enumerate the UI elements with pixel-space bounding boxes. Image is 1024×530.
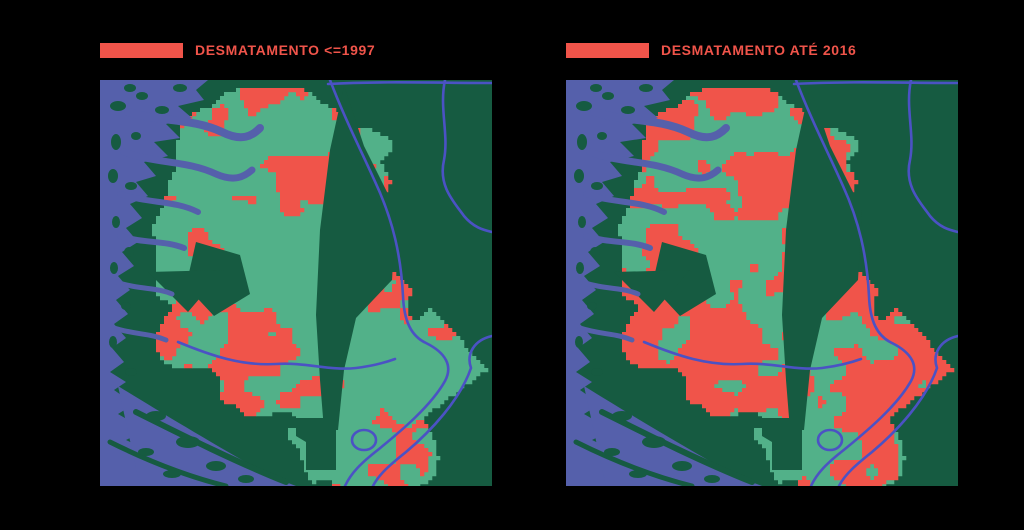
legend-1997: DESMATAMENTO <=1997: [100, 42, 500, 58]
panel-2016: DESMATAMENTO ATÉ 2016: [566, 42, 966, 486]
map-desmatamento-2016: [566, 80, 958, 486]
map-desmatamento-1997: [100, 80, 492, 486]
legend-label-2016: DESMATAMENTO ATÉ 2016: [661, 42, 857, 58]
legend-swatch-red-icon: [100, 42, 183, 58]
legend-2016: DESMATAMENTO ATÉ 2016: [566, 42, 966, 58]
panel-1997: DESMATAMENTO <=1997: [100, 42, 500, 486]
legend-swatch-red-icon: [566, 42, 649, 58]
legend-label-1997: DESMATAMENTO <=1997: [195, 42, 376, 58]
